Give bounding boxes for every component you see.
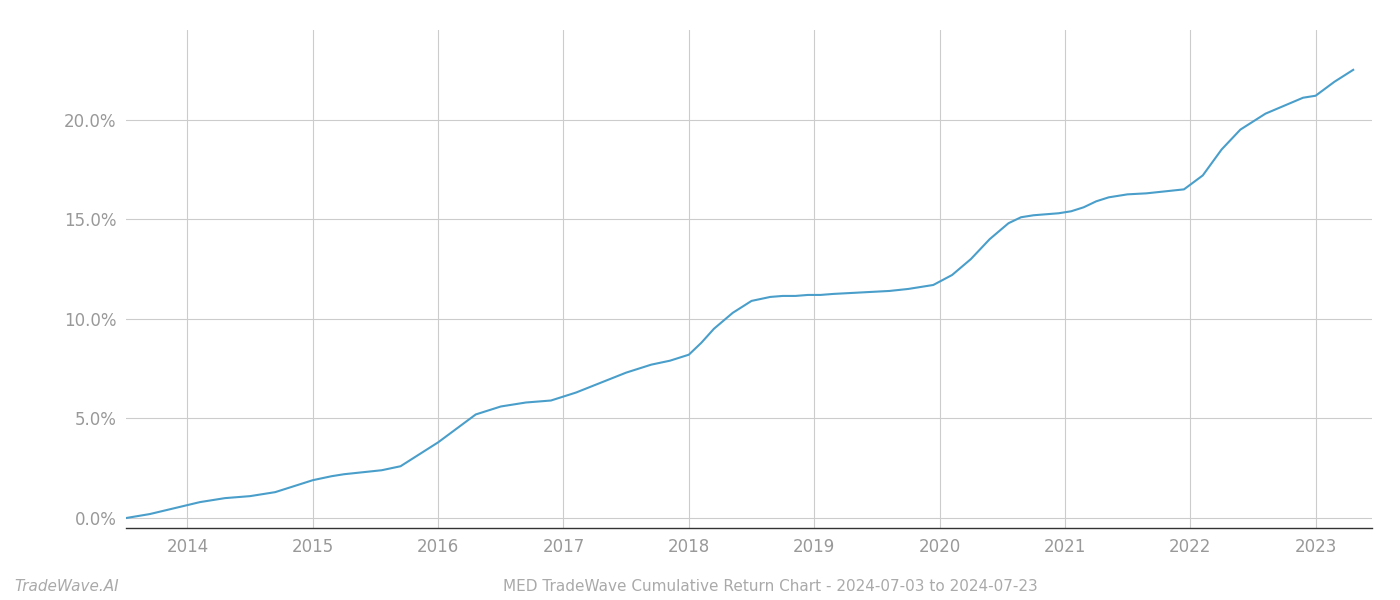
Text: MED TradeWave Cumulative Return Chart - 2024-07-03 to 2024-07-23: MED TradeWave Cumulative Return Chart - … <box>503 579 1037 594</box>
Text: TradeWave.AI: TradeWave.AI <box>14 579 119 594</box>
